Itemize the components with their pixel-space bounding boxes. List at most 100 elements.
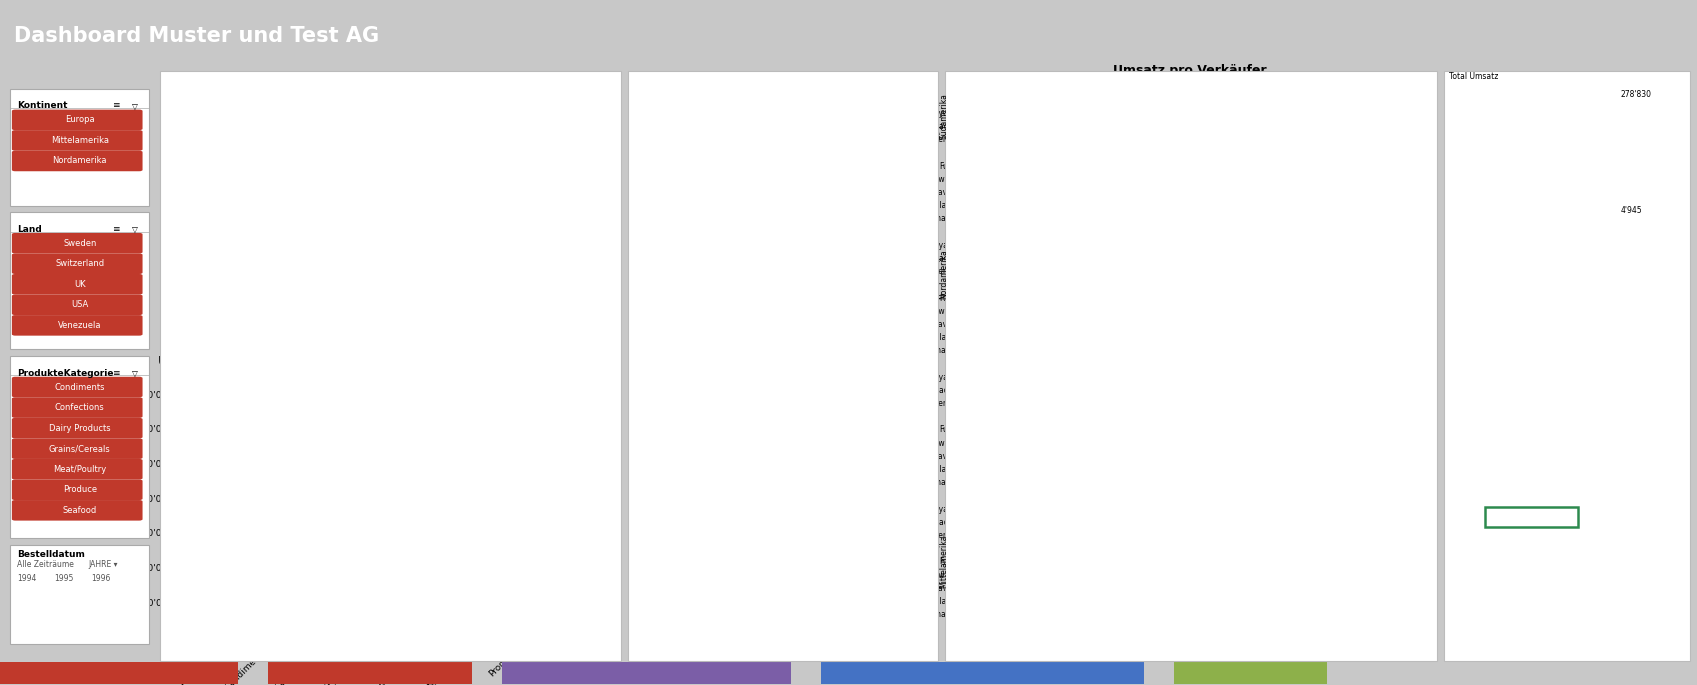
Text: 45'067: 45'067 <box>894 167 925 176</box>
Text: ▽: ▽ <box>132 101 137 110</box>
Text: Poland: Poland <box>638 288 667 297</box>
FancyBboxPatch shape <box>782 364 801 373</box>
FancyBboxPatch shape <box>782 606 843 619</box>
Text: Denmark: Denmark <box>638 167 677 176</box>
Text: Südamerika: Südamerika <box>938 94 949 139</box>
Bar <box>971 464 972 473</box>
Text: Argentina: Argentina <box>638 92 679 101</box>
Text: Unterstützt von Bing: Unterstützt von Bing <box>1510 535 1561 540</box>
Bar <box>971 319 1105 328</box>
Bar <box>971 543 1201 552</box>
Text: Grains/Cereals: Grains/Cereals <box>49 444 110 453</box>
Text: UK: UK <box>75 279 85 289</box>
Text: ≡: ≡ <box>112 101 119 110</box>
Wedge shape <box>275 104 451 334</box>
Text: Bestelldatum: Bestelldatum <box>17 550 85 559</box>
Text: Dairy Products: Dairy Products <box>49 423 110 433</box>
Bar <box>504 557 535 637</box>
Text: 86'305: 86'305 <box>894 510 925 519</box>
Text: 307'224: 307'224 <box>889 379 925 388</box>
Text: Mittelamerika: Mittelamerika <box>51 136 109 145</box>
Bar <box>971 279 1032 288</box>
FancyBboxPatch shape <box>782 213 859 221</box>
Bar <box>971 582 1239 592</box>
Wedge shape <box>390 164 506 315</box>
FancyBboxPatch shape <box>782 557 816 571</box>
Text: Sweden: Sweden <box>638 334 672 342</box>
FancyBboxPatch shape <box>782 108 830 116</box>
Text: 27'914: 27'914 <box>894 258 925 267</box>
Text: UK: UK <box>638 364 650 373</box>
Bar <box>971 609 1079 619</box>
Text: Nordamerika: Nordamerika <box>938 249 949 299</box>
FancyBboxPatch shape <box>782 532 825 546</box>
FancyBboxPatch shape <box>782 394 801 403</box>
Text: 162'913: 162'913 <box>889 559 925 568</box>
Bar <box>304 501 333 637</box>
FancyBboxPatch shape <box>502 662 791 684</box>
Polygon shape <box>1590 370 1609 452</box>
Text: 27'690: 27'690 <box>894 182 925 191</box>
FancyBboxPatch shape <box>782 459 815 473</box>
Text: King: King <box>638 559 657 568</box>
Bar <box>971 160 1006 170</box>
Bar <box>971 292 1044 302</box>
Text: Spain: Spain <box>638 319 662 327</box>
Text: USA: USA <box>638 379 655 388</box>
Text: 93'939: 93'939 <box>894 197 925 207</box>
FancyBboxPatch shape <box>782 582 832 595</box>
Text: Switzerland: Switzerland <box>638 349 687 358</box>
FancyBboxPatch shape <box>782 379 867 388</box>
Bar <box>971 147 1003 157</box>
Text: Übersicht nach Produktkategorie   (Alle): Übersicht nach Produktkategorie (Alle) <box>158 353 426 368</box>
Text: ▽: ▽ <box>132 225 137 234</box>
Bar <box>971 108 989 117</box>
Text: 171'745: 171'745 <box>889 107 925 116</box>
Text: USA: USA <box>71 300 88 310</box>
Text: ≡: ≡ <box>112 225 119 234</box>
Bar <box>971 121 1056 130</box>
FancyBboxPatch shape <box>782 303 787 312</box>
Bar <box>971 306 1000 315</box>
Polygon shape <box>1553 137 1604 370</box>
Text: 7'991: 7'991 <box>899 92 925 101</box>
Text: 55'774: 55'774 <box>894 152 925 161</box>
Text: Sweden: Sweden <box>63 238 97 248</box>
Bar <box>971 187 1067 197</box>
Text: Land: Land <box>17 225 42 234</box>
FancyBboxPatch shape <box>782 153 798 161</box>
FancyBboxPatch shape <box>782 630 801 644</box>
FancyBboxPatch shape <box>782 123 794 131</box>
FancyBboxPatch shape <box>782 258 791 266</box>
Text: Norway: Norway <box>638 273 670 282</box>
Text: 42'684: 42'684 <box>894 122 925 131</box>
Bar <box>971 596 1161 605</box>
Text: 278'830: 278'830 <box>889 212 925 222</box>
Bar <box>971 332 1062 341</box>
FancyBboxPatch shape <box>782 228 796 236</box>
Bar <box>971 134 1020 144</box>
Text: Nordamerika: Nordamerika <box>53 156 107 166</box>
Text: Venezuela: Venezuela <box>58 321 102 330</box>
Text: Seafood: Seafood <box>63 506 97 515</box>
Polygon shape <box>1526 238 1560 438</box>
Text: ProdukteKategorie: ProdukteKategorie <box>17 369 114 377</box>
FancyBboxPatch shape <box>782 168 794 176</box>
FancyBboxPatch shape <box>1174 662 1327 684</box>
Text: Total Umsatz: Total Umsatz <box>848 80 925 90</box>
Text: Davolio: Davolio <box>638 486 670 495</box>
Wedge shape <box>390 104 490 219</box>
Text: Belgium: Belgium <box>638 122 672 131</box>
Text: Mittelamerika
7'861
1%: Mittelamerika 7'861 1% <box>265 329 333 362</box>
Text: 288'986: 288'986 <box>889 608 925 617</box>
Polygon shape <box>1476 137 1505 274</box>
Text: 4'945: 4'945 <box>899 288 925 297</box>
Text: Austria: Austria <box>638 107 667 116</box>
FancyBboxPatch shape <box>782 508 801 521</box>
Text: Mittelamerika: Mittelamerika <box>938 535 949 588</box>
Bar <box>971 240 1015 249</box>
Text: 1995: 1995 <box>54 574 73 583</box>
FancyBboxPatch shape <box>782 243 787 251</box>
Bar <box>971 516 1371 526</box>
FancyBboxPatch shape <box>0 662 238 684</box>
